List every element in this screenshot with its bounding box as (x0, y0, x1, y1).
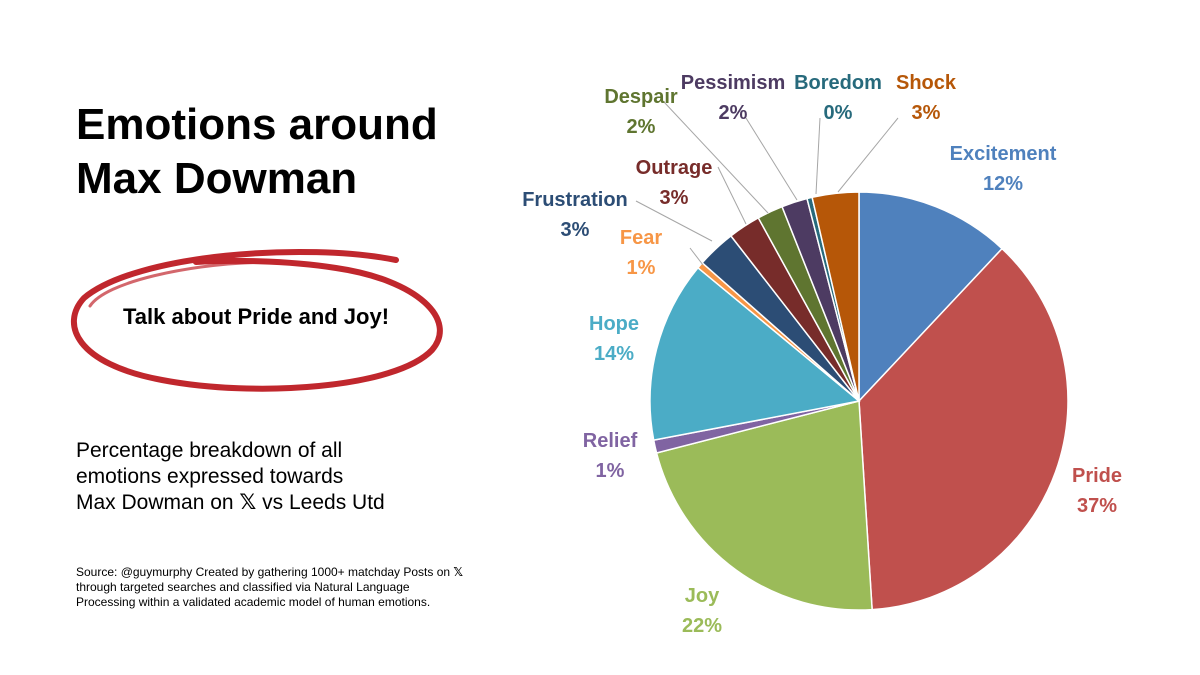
source-line-1: Source: @guymurphy Created by gathering … (76, 565, 451, 579)
slice-percent-shock: 3% (912, 102, 941, 124)
x-logo-icon: 𝕏 (239, 491, 257, 514)
description-line-3-prefix: Max Dowman on (76, 491, 234, 514)
title-line-2: Max Dowman (76, 154, 358, 203)
pie-slice-joy (655, 400, 873, 611)
slice-percent-relief: 1% (596, 460, 625, 482)
description-line-2: emotions expressed towards (76, 465, 344, 488)
callout: Talk about Pride and Joy! (66, 246, 446, 396)
slice-percent-hope: 14% (594, 343, 634, 365)
slice-name-excitement: Excitement (950, 143, 1057, 165)
pie-slice-excitement (858, 191, 1004, 403)
title-line-1: Emotions around (76, 100, 438, 149)
slice-name-frustration: Frustration (522, 189, 628, 211)
slice-name-boredom: Boredom (794, 72, 882, 94)
pie-slice-pride (858, 247, 1069, 611)
description-line-3: Max Dowman on 𝕏 vs Leeds Utd (76, 490, 476, 516)
chart-description: Percentage breakdown of all emotions exp… (76, 438, 476, 516)
slice-name-hope: Hope (589, 313, 639, 335)
hand-drawn-circle (71, 248, 443, 392)
leader-line-frustration (635, 200, 713, 242)
slice-percent-pessimism: 2% (719, 102, 748, 124)
slice-name-shock: Shock (896, 72, 957, 94)
leader-line-pessimism (745, 117, 798, 201)
slice-percent-frustration: 3% (561, 219, 590, 241)
slice-percent-excitement: 12% (983, 173, 1023, 195)
slice-name-fear: Fear (620, 227, 662, 249)
callout-text: Talk about Pride and Joy! (122, 304, 390, 329)
description-line-3-suffix: vs Leeds Utd (262, 491, 385, 514)
slice-name-relief: Relief (583, 430, 638, 452)
slice-percent-despair: 2% (627, 116, 656, 138)
source-line-2: through targeted searches and classified… (76, 580, 410, 594)
source-note: Source: @guymurphy Created by gathering … (76, 565, 506, 610)
slice-percent-pride: 37% (1077, 495, 1117, 517)
leader-line-shock (837, 117, 899, 193)
source-line-3: Processing within a validated academic m… (76, 595, 431, 609)
slice-name-outrage: Outrage (636, 157, 713, 179)
leader-line-boredom (815, 117, 821, 195)
leader-line-despair (663, 101, 769, 214)
pie-slice-hope (649, 266, 861, 442)
x-logo-icon: 𝕏 (453, 565, 464, 579)
slice-name-joy: Joy (685, 585, 720, 607)
slice-percent-joy: 22% (682, 615, 722, 637)
leader-line-outrage (717, 166, 747, 225)
page-title: Emotions around Max Dowman (76, 98, 496, 206)
description-line-1: Percentage breakdown of all (76, 439, 343, 462)
slice-percent-outrage: 3% (660, 187, 689, 209)
slice-name-despair: Despair (604, 86, 678, 108)
pie-slice-shock (811, 191, 860, 402)
slice-name-pessimism: Pessimism (681, 72, 786, 94)
slice-name-pride: Pride (1072, 465, 1122, 487)
slice-percent-fear: 1% (627, 257, 656, 279)
leader-line-fear (689, 247, 704, 266)
slice-percent-boredom: 0% (824, 102, 853, 124)
